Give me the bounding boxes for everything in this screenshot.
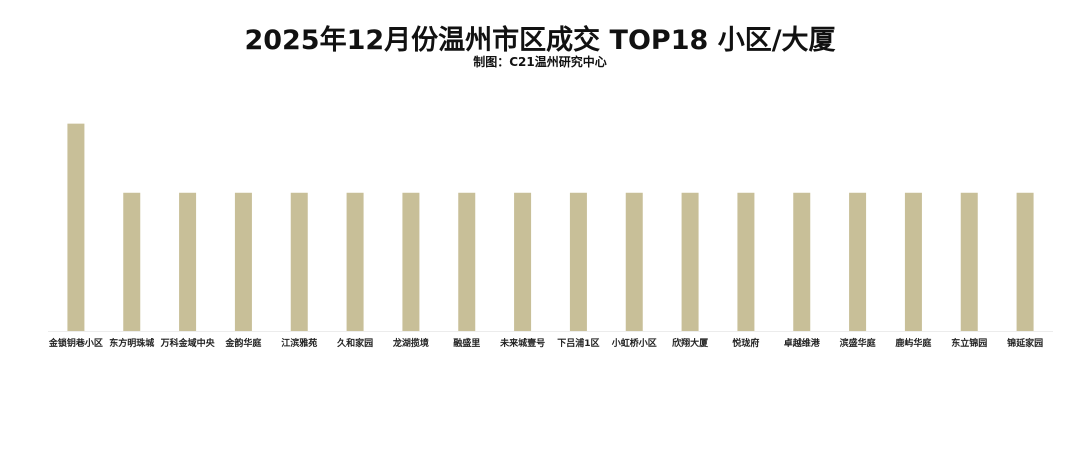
x-tick-label: 万科金域中央 [160,337,216,349]
chart-title: 2025年12月份温州市区成交 TOP18 小区/大厦 [244,25,836,56]
x-tick-label: 江滨雅苑 [281,337,317,349]
x-tick-label: 悦珑府 [732,337,759,349]
x-tick-label: 融盛里 [453,337,480,349]
bar [737,192,755,331]
bar [569,192,587,331]
x-tick-label: 下吕浦1区 [557,337,599,349]
x-tick-label: 久和家园 [337,337,373,349]
x-tick-label: 锦延家园 [1007,337,1043,349]
bar [1016,192,1034,331]
bar [793,192,811,331]
x-tick-label: 小虹桥小区 [611,337,657,349]
bar [514,192,532,331]
bar [67,123,85,331]
x-tick-label: 鹿屿华庭 [894,337,932,349]
x-tick-label: 金锁钥巷小区 [48,337,103,349]
bar [681,192,699,331]
bar [402,192,420,331]
x-tick-label: 龙湖揽境 [392,337,429,349]
bar [234,192,252,331]
bar [290,192,308,331]
x-tick-label: 东立锦园 [951,337,987,349]
bar [179,192,197,331]
x-tick-label: 未来城壹号 [499,337,545,349]
chart-subtitle: 制图：C21温州研究中心 [473,55,607,69]
x-tick-label: 卓越维港 [784,337,821,349]
x-tick-label: 滨盛华庭 [840,337,877,349]
bar [123,192,141,331]
x-tick-label: 东方明珠城 [109,337,154,349]
bar [904,192,922,331]
bar [849,192,867,331]
bar [625,192,643,331]
bar [458,192,476,331]
bar [960,192,978,331]
bar [346,192,364,331]
x-tick-label: 金韵华庭 [224,337,262,349]
x-tick-label: 欣翔大厦 [672,337,709,349]
